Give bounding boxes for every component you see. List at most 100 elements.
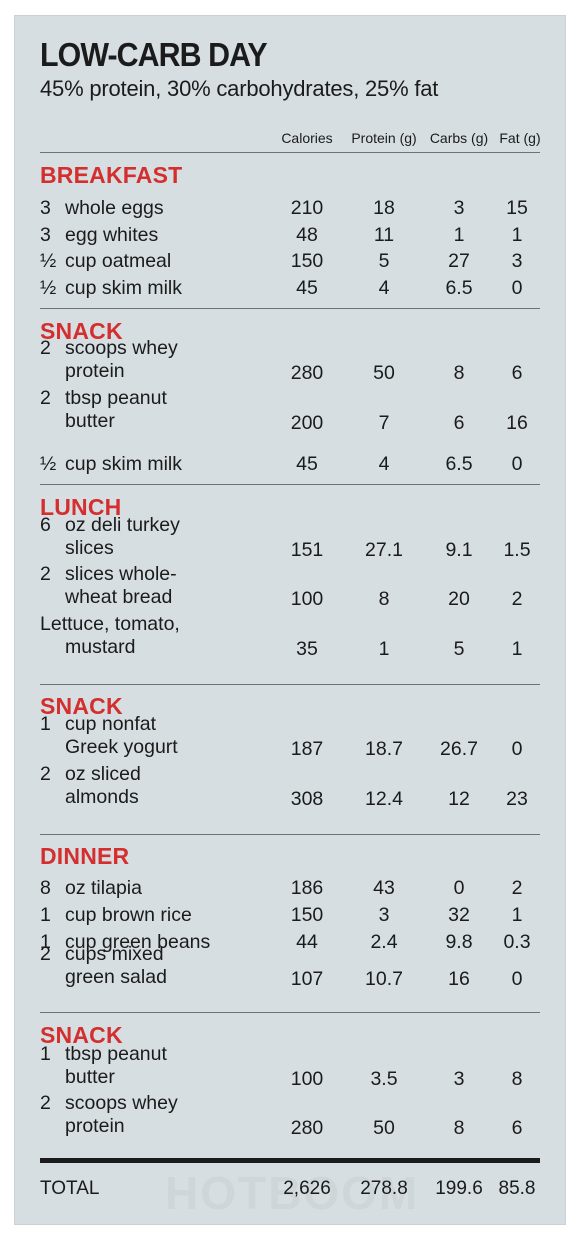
carbs-value: 9.1 [445, 539, 473, 561]
fat-value: 1 [511, 904, 523, 926]
fat-value: 0 [511, 968, 523, 990]
protein-value: 3 [378, 904, 390, 926]
calories-value: 150 [290, 904, 324, 926]
food-item: cup brown rice [65, 904, 192, 927]
food-quantity: 3 [40, 197, 51, 219]
food-quantity: 3 [40, 224, 51, 246]
food-item: egg whites [65, 224, 158, 247]
carbs-value: 3 [453, 1068, 465, 1090]
carbs-value: 5 [453, 638, 465, 660]
food-item: cups mixed green salad [65, 943, 167, 989]
fat-value: 2 [511, 877, 523, 899]
section-divider [40, 484, 540, 485]
food-name: cup nonfat [65, 713, 157, 735]
protein-value: 4 [378, 453, 390, 475]
total-label: TOTAL [40, 1178, 100, 1199]
section-divider [40, 308, 540, 309]
calories-value: 150 [290, 250, 324, 272]
food-item: oz deli turkey slices [65, 514, 180, 560]
carbs-value: 1 [453, 224, 465, 246]
food-name: oz deli turkey [65, 514, 180, 536]
protein-value: 27.1 [365, 539, 403, 561]
total-fat: 85.8 [498, 1178, 536, 1199]
total-calories: 2,626 [283, 1178, 331, 1199]
fat-value: 3 [511, 250, 523, 272]
calories-value: 44 [296, 931, 318, 953]
food-item: Lettuce, tomato, mustard [40, 613, 180, 659]
food-name: cup brown rice [65, 904, 192, 926]
nutrition-card: LOW-CARB DAY 45% protein, 30% carbohydra… [15, 16, 565, 1224]
column-header-calories: Calories [281, 130, 333, 146]
column-header-fat: Fat (g) [499, 130, 541, 146]
food-name: scoops whey [65, 337, 178, 359]
carbs-value: 27 [448, 250, 470, 272]
food-name-continued: wheat bread [65, 586, 173, 608]
carbs-value: 3 [453, 197, 465, 219]
section-title: SNACK [40, 693, 123, 719]
protein-value: 12.4 [365, 788, 403, 810]
food-name-continued: mustard [65, 636, 136, 658]
food-quantity: 2 [40, 1092, 51, 1114]
protein-value: 5 [378, 250, 390, 272]
food-name: Lettuce, tomato, [40, 613, 180, 635]
carbs-value: 8 [453, 362, 465, 384]
page-subtitle: 45% protein, 30% carbohydrates, 25% fat [40, 76, 439, 101]
food-name: oz sliced [65, 763, 141, 785]
calories-value: 280 [290, 1117, 324, 1139]
carbs-value: 6.5 [445, 277, 473, 299]
food-quantity: 2 [40, 563, 51, 585]
fat-value: 0 [511, 738, 523, 760]
food-quantity: 1 [40, 1043, 51, 1065]
fat-value: 16 [506, 412, 528, 434]
total-protein: 278.8 [360, 1178, 408, 1199]
food-item: cup nonfat Greek yogurt [65, 713, 178, 759]
food-item: tbsp peanut butter [65, 1043, 167, 1089]
food-name-continued: butter [65, 410, 115, 432]
fat-value: 1 [511, 224, 523, 246]
carbs-value: 26.7 [440, 738, 478, 760]
total-divider [40, 1158, 540, 1163]
fat-value: 1.5 [503, 539, 531, 561]
fat-value: 0.3 [503, 931, 531, 953]
protein-value: 3.5 [370, 1068, 398, 1090]
food-name: cups mixed [65, 943, 164, 965]
fat-value: 2 [511, 588, 523, 610]
food-quantity: 2 [40, 943, 51, 965]
food-name-continued: protein [65, 1115, 125, 1137]
section-title: BREAKFAST [40, 162, 183, 188]
food-name: tbsp peanut [65, 1043, 167, 1065]
food-quantity: 2 [40, 337, 51, 359]
food-item: tbsp peanut butter [65, 387, 167, 433]
food-name: whole eggs [65, 197, 164, 219]
protein-value: 2.4 [370, 931, 398, 953]
food-quantity: 2 [40, 387, 51, 409]
section-title: LUNCH [40, 494, 122, 520]
calories-value: 186 [290, 877, 324, 899]
protein-value: 7 [378, 412, 390, 434]
food-name: egg whites [65, 224, 159, 246]
food-quantity: ½ [40, 250, 57, 272]
carbs-value: 6 [453, 412, 465, 434]
calories-value: 48 [296, 224, 318, 246]
protein-value: 10.7 [365, 968, 403, 990]
protein-value: 50 [373, 1117, 395, 1139]
food-quantity: 6 [40, 514, 51, 536]
calories-value: 151 [290, 539, 324, 561]
protein-value: 8 [378, 588, 390, 610]
carbs-value: 12 [448, 788, 470, 810]
calories-value: 100 [290, 1068, 324, 1090]
calories-value: 187 [290, 738, 324, 760]
fat-value: 6 [511, 362, 523, 384]
food-item: oz tilapia [65, 877, 142, 900]
food-name: cup skim milk [65, 453, 183, 475]
calories-value: 210 [290, 197, 324, 219]
fat-value: 0 [511, 453, 523, 475]
calories-value: 35 [296, 638, 318, 660]
food-item: cup skim milk [65, 453, 182, 476]
food-item: whole eggs [65, 197, 164, 220]
food-quantity: 1 [40, 904, 51, 926]
calories-value: 200 [290, 412, 324, 434]
food-quantity: ½ [40, 277, 57, 299]
fat-value: 8 [511, 1068, 523, 1090]
food-name-continued: butter [65, 1066, 115, 1088]
